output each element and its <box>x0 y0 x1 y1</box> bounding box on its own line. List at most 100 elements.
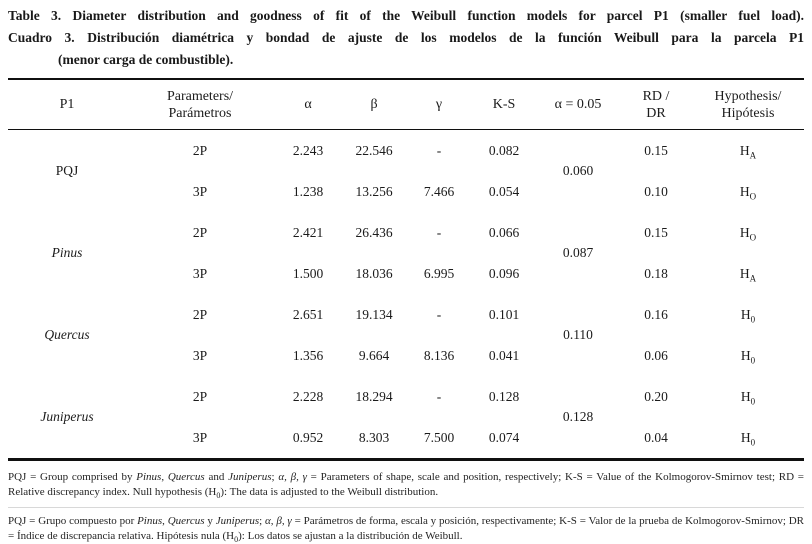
species-cell: Juniperus <box>40 409 94 424</box>
greek-params-italic: α, β, γ <box>265 515 292 527</box>
ks-cell: 0.128 <box>488 388 520 404</box>
rd-cell: 0.15 <box>644 142 668 158</box>
beta-cell: 9.664 <box>358 347 390 363</box>
ks-cell: 0.074 <box>488 429 520 445</box>
footnote-en: PQJ = Group comprised by Pinus, Quercus … <box>8 470 804 500</box>
hypothesis-subscript: O <box>749 191 757 202</box>
alpha-cell: 2.243 <box>292 142 324 158</box>
species-name-italic: Juniperus <box>228 471 272 483</box>
col-header-alpha-005: α = 0.05 <box>536 79 620 130</box>
col-header-gamma: γ <box>406 79 472 130</box>
param-cell: 2P <box>192 306 208 322</box>
rd-cell: 0.10 <box>644 183 668 199</box>
greek-params-italic: α, β, γ <box>278 471 307 483</box>
caption-line-es: Cuadro 3. Distribución diamétrica y bond… <box>8 30 804 45</box>
hypothesis-base: H <box>739 224 750 240</box>
alpha-005-cell: 0.128 <box>562 409 594 424</box>
footnote-text: ): The data is adjusted to the Weibull d… <box>220 486 439 498</box>
footnote-text: = Parameters of shape, scale and positio… <box>8 471 805 498</box>
alpha-005-cell: 0.087 <box>562 245 594 260</box>
footnote-text: , <box>162 515 168 527</box>
hypothesis-subscript: 0 <box>750 437 756 448</box>
hypothesis-base: H <box>739 265 750 281</box>
footnote-text: PQJ = Grupo compuesto por <box>8 515 138 527</box>
col-header-dr: DR <box>646 105 666 121</box>
ks-cell: 0.101 <box>488 306 520 322</box>
col-header-parameters-en: Parameters/ <box>166 88 234 104</box>
hypothesis-base: H <box>739 183 750 199</box>
alpha-005-cell: 0.060 <box>562 163 594 178</box>
hypothesis-base: H <box>739 142 750 158</box>
footnote-text: = Parámetros de forma, escala y posición… <box>8 515 805 542</box>
rd-cell: 0.15 <box>644 224 668 240</box>
col-header-hypothesis-en: Hypothesis/ <box>714 88 782 104</box>
beta-cell: 26.436 <box>355 224 393 240</box>
alpha-cell: 2.651 <box>292 306 324 322</box>
gamma-cell: 7.466 <box>423 183 455 199</box>
caption-line-es-cont: (menor carga de combustible). <box>58 52 234 67</box>
table-row: Quercus 2P 2.651 19.134 - 0.101 0.110 0.… <box>8 294 804 343</box>
table-row: 3P 1.238 13.256 7.466 0.054 0.10 HO <box>8 171 804 212</box>
rd-cell: 0.06 <box>644 347 668 363</box>
table-row: Pinus 2P 2.421 26.436 - 0.066 0.087 0.15… <box>8 212 804 261</box>
footnote-es: PQJ = Grupo compuesto por Pinus, Quercus… <box>8 514 804 544</box>
hypothesis-subscript: O <box>749 232 757 243</box>
species-cell: Quercus <box>44 327 90 342</box>
footnote-text: ; <box>259 515 266 527</box>
alpha-cell: 2.228 <box>292 388 324 404</box>
hypothesis-cell: HO <box>692 212 804 253</box>
ks-cell: 0.054 <box>488 183 520 199</box>
gamma-cell: 8.136 <box>423 347 455 363</box>
hypothesis-cell: H0 <box>692 294 804 335</box>
alpha-cell: 2.421 <box>292 224 324 240</box>
param-cell: 2P <box>192 388 208 404</box>
hypothesis-cell: HA <box>692 253 804 294</box>
species-name-italic: Pinus <box>136 471 162 483</box>
hypothesis-base: H <box>740 347 751 363</box>
footnote-text: y <box>204 515 216 527</box>
alpha-cell: 1.356 <box>292 347 324 363</box>
species-cell: Pinus <box>51 245 83 260</box>
rd-cell: 0.18 <box>644 265 668 281</box>
col-header-hypothesis-es: Hipótesis <box>721 105 775 121</box>
hypothesis-subscript: 0 <box>750 396 756 407</box>
alpha-cell: 1.500 <box>292 265 324 281</box>
alpha-005-cell: 0.110 <box>563 327 593 342</box>
param-cell: 3P <box>192 347 208 363</box>
hypothesis-base: H <box>740 429 751 445</box>
alpha-cell: 0.952 <box>292 429 324 445</box>
species-name-italic: Juniperus <box>215 515 260 527</box>
footnote-text: ): Los datos se ajustan a la distribució… <box>238 530 463 542</box>
footnote-divider <box>8 507 804 508</box>
alpha-cell: 1.238 <box>292 183 324 199</box>
rd-cell: 0.16 <box>644 306 668 322</box>
ks-cell: 0.041 <box>488 347 520 363</box>
null-hypothesis-subscript: 0 <box>216 491 221 501</box>
hypothesis-subscript: 0 <box>750 355 756 366</box>
gamma-cell: - <box>436 142 442 158</box>
table-row: 3P 1.356 9.664 8.136 0.041 0.06 H0 <box>8 335 804 376</box>
beta-cell: 8.303 <box>358 429 390 445</box>
ks-cell: 0.082 <box>488 142 520 158</box>
table-row: Juniperus 2P 2.228 18.294 - 0.128 0.128 … <box>8 376 804 425</box>
param-cell: 2P <box>192 142 208 158</box>
hypothesis-cell: H0 <box>692 417 804 460</box>
beta-cell: 19.134 <box>355 306 393 322</box>
hypothesis-cell: HA <box>692 130 804 172</box>
col-header-parameters-es: Parámetros <box>168 105 232 121</box>
ks-cell: 0.066 <box>488 224 520 240</box>
gamma-cell: 7.500 <box>423 429 455 445</box>
hypothesis-base: H <box>740 388 751 404</box>
species-name-italic: Quercus <box>167 515 205 527</box>
param-cell: 3P <box>192 429 208 445</box>
footnote-text: PQJ = Group comprised by <box>8 471 137 483</box>
species-name-italic: Quercus <box>167 471 205 483</box>
hypothesis-subscript: A <box>749 150 757 161</box>
footnote-text: ; <box>271 471 279 483</box>
caption-line-en: Table 3. Diameter distribution and goodn… <box>8 8 804 23</box>
rd-cell: 0.04 <box>644 429 668 445</box>
table-row: 3P 1.500 18.036 6.995 0.096 0.18 HA <box>8 253 804 294</box>
footnote-text: and <box>204 471 229 483</box>
table-caption: Table 3. Diameter distribution and goodn… <box>8 5 804 71</box>
